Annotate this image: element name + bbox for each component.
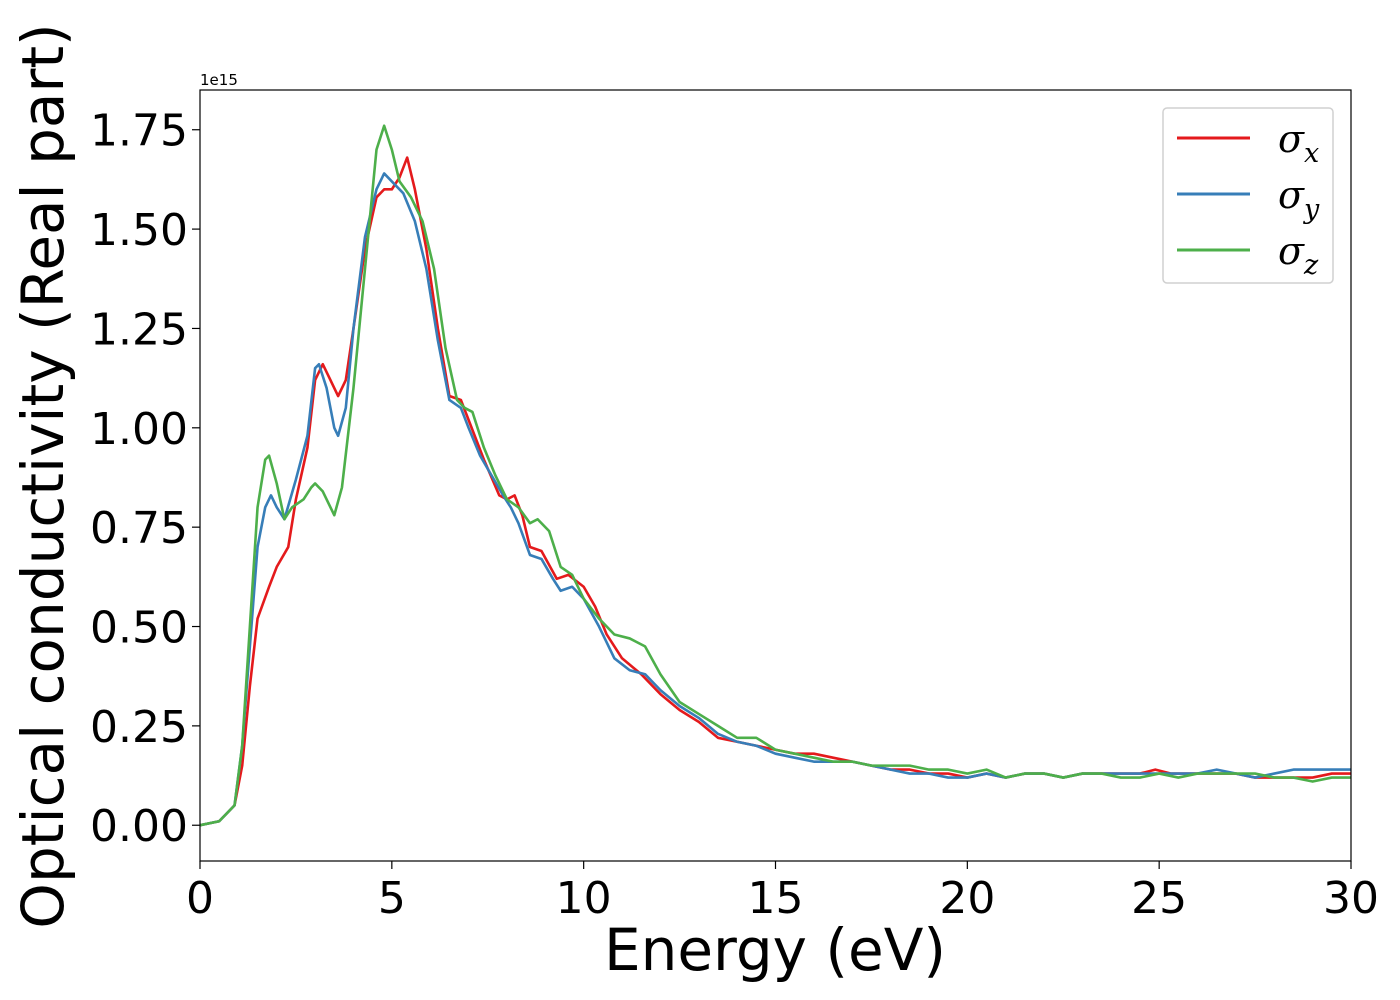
y-tick-label: 0.25 <box>90 702 188 753</box>
legend-label-z: σz <box>1278 229 1319 281</box>
y-tick-label: 1.00 <box>90 404 188 455</box>
x-tick-label: 0 <box>186 873 214 924</box>
x-tick-label: 10 <box>556 873 612 924</box>
x-tick-label: 5 <box>378 873 406 924</box>
series-line-z <box>200 124 1351 827</box>
x-tick-label: 15 <box>748 873 804 924</box>
y-tick-label: 1.25 <box>90 304 188 355</box>
y-axis-ticks: 0.00 0.25 0.50 0.75 1.00 1.25 1.50 1.75 <box>90 106 200 852</box>
y-tick-label: 0.00 <box>90 801 188 852</box>
x-tick-label: 30 <box>1323 873 1379 924</box>
y-tick-label: 1.50 <box>90 205 188 256</box>
x-tick-label: 20 <box>939 873 995 924</box>
legend-label-x: σx <box>1278 117 1319 169</box>
x-axis-label: Energy (eV) <box>604 916 946 984</box>
y-axis-label: Optical conductivity (Real part) <box>9 23 77 928</box>
series-layer <box>200 124 1351 827</box>
y-tick-label: 1.75 <box>90 106 188 157</box>
y-offset-label: 1e15 <box>200 71 238 89</box>
y-tick-label: 0.75 <box>90 503 188 554</box>
legend-label-y: σy <box>1278 173 1320 225</box>
x-tick-label: 25 <box>1131 873 1187 924</box>
y-tick-label: 0.50 <box>90 603 188 654</box>
x-axis-ticks: 0 5 10 15 20 25 30 <box>186 861 1379 924</box>
